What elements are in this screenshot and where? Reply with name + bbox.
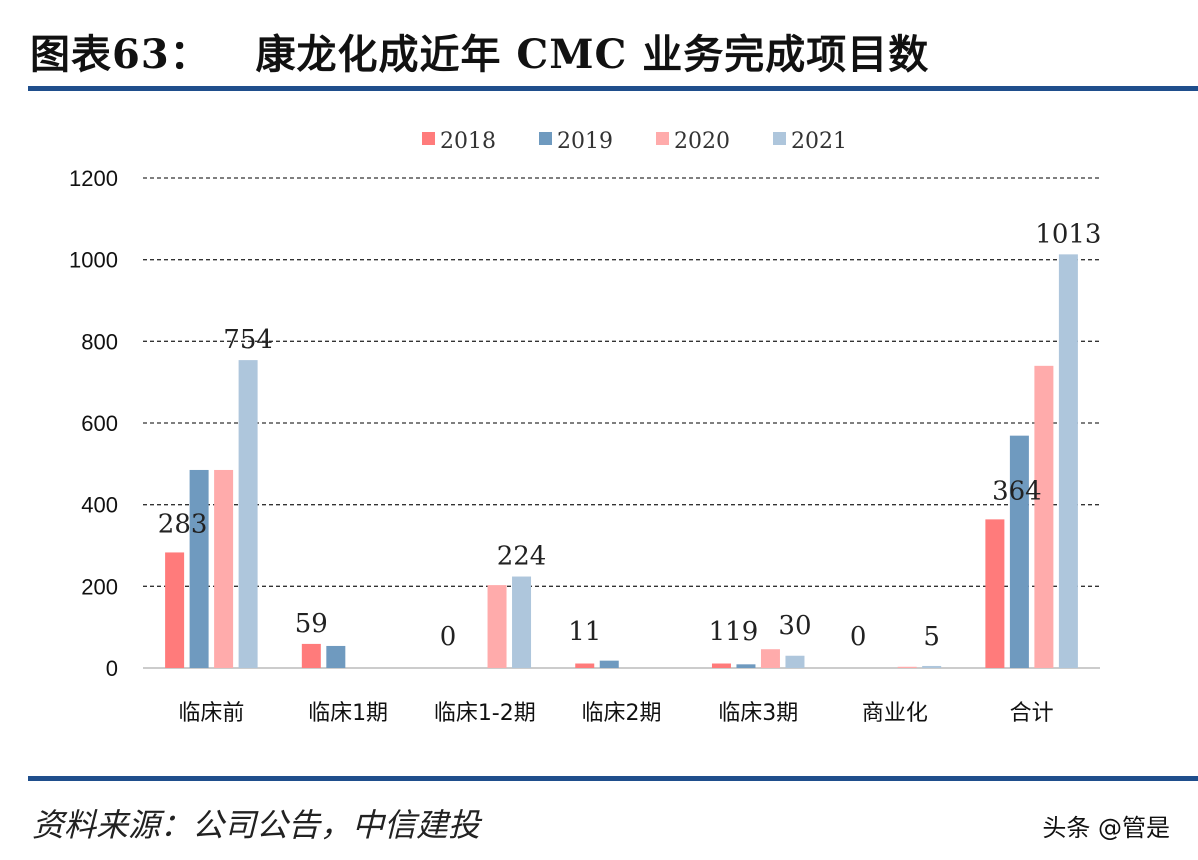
x-tick-label: 临床1-2期 <box>434 701 536 726</box>
legend-label: 2020 <box>674 129 730 154</box>
figure-title: 图表63： 康龙化成近年 CMC 业务完成项目数 <box>30 31 930 78</box>
bar-2019 <box>736 664 756 668</box>
legend-label: 2018 <box>440 129 496 154</box>
bar-2021 <box>1058 254 1078 668</box>
bar-2020 <box>897 666 917 668</box>
legend-label: 2021 <box>791 129 847 154</box>
data-label: 364 <box>992 476 1042 506</box>
legend-swatch-2020 <box>656 132 669 145</box>
y-tick-label: 0 <box>106 656 118 681</box>
x-tick-label: 合计 <box>1010 701 1054 726</box>
source-note: 资料来源：公司公告，中信建投 <box>32 806 481 844</box>
data-label: 283 <box>158 509 208 539</box>
y-tick-label: 1200 <box>69 166 118 191</box>
data-label: 5 <box>923 622 940 652</box>
bar-2020 <box>1034 365 1054 668</box>
data-label: 30 <box>778 611 811 641</box>
bar-2018 <box>301 643 321 668</box>
legend-label: 2019 <box>557 129 613 154</box>
data-label: 224 <box>497 542 547 572</box>
bar-2021 <box>922 665 942 668</box>
data-label: 11 <box>568 617 601 647</box>
x-tick-label: 临床前 <box>178 701 244 726</box>
data-label: 0 <box>440 622 457 652</box>
x-tick-label: 临床2期 <box>582 701 662 726</box>
bar-2019 <box>189 469 209 668</box>
data-label: 1013 <box>1035 219 1101 249</box>
bar-2020 <box>760 649 780 668</box>
bar-2018 <box>711 663 731 668</box>
y-tick-label: 400 <box>81 493 118 518</box>
bar-2018 <box>575 663 595 668</box>
data-label: 59 <box>295 609 328 639</box>
x-tick-label: 临床3期 <box>718 701 798 726</box>
legend-swatch-2021 <box>773 132 786 145</box>
bar-2019 <box>599 660 619 668</box>
bar-2020 <box>214 469 234 668</box>
top-rule <box>28 86 1198 91</box>
data-label: 754 <box>223 325 273 355</box>
bar-2021 <box>785 655 805 668</box>
y-tick-label: 800 <box>81 329 118 354</box>
bar-2021 <box>512 576 532 668</box>
legend-swatch-2019 <box>539 132 552 145</box>
bar-2018 <box>985 519 1005 668</box>
legend-swatch-2018 <box>422 132 435 145</box>
bar-2021 <box>238 360 258 668</box>
bar-2019 <box>1009 435 1029 668</box>
bar-2020 <box>487 585 507 668</box>
y-tick-label: 1000 <box>69 248 118 273</box>
bottom-rule <box>28 776 1198 781</box>
watermark: 头条 @管是 <box>1042 814 1170 842</box>
data-label: 0 <box>850 622 867 652</box>
y-tick-label: 600 <box>81 411 118 436</box>
x-tick-label: 商业化 <box>862 701 928 726</box>
y-tick-label: 200 <box>81 574 118 599</box>
data-label: 119 <box>709 617 759 647</box>
x-tick-label: 临床1期 <box>308 701 388 726</box>
bar-2018 <box>165 552 185 668</box>
bar-2019 <box>326 645 346 668</box>
